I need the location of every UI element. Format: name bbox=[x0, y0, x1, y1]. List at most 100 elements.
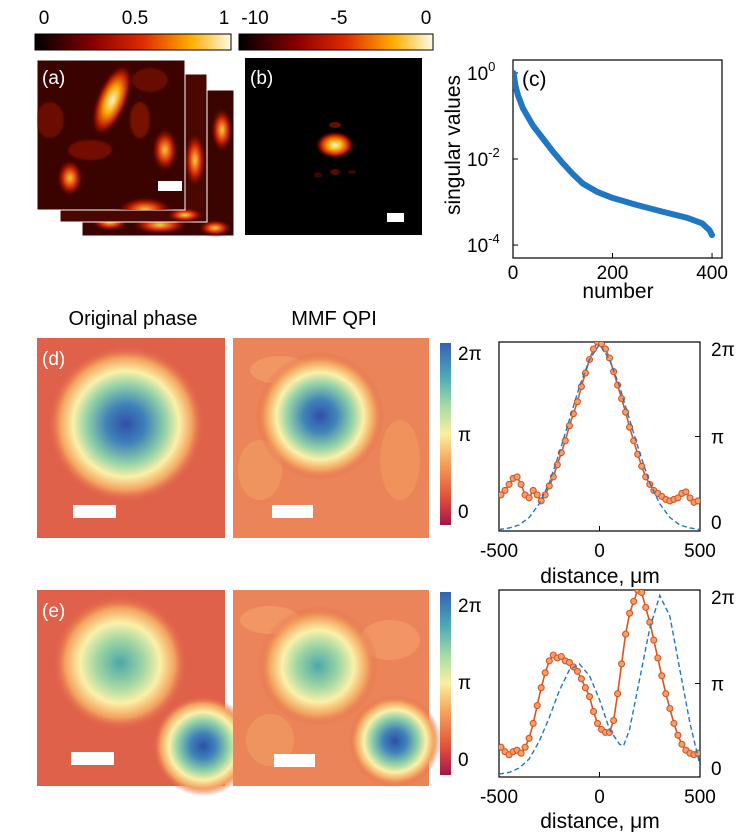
data-point bbox=[529, 486, 537, 494]
phase-colorbar-gradient bbox=[440, 592, 451, 775]
panel-label-d: (d) bbox=[42, 349, 65, 370]
phase-colorbar-d: 2π π 0 bbox=[440, 343, 482, 525]
y-tick-label: 0 bbox=[711, 759, 722, 780]
panel-b: (b) bbox=[245, 58, 422, 235]
y-tick-label: 2π bbox=[711, 340, 735, 361]
row-e: (e) 2π π 0 bbox=[37, 590, 482, 796]
scale-bar bbox=[73, 505, 116, 518]
series-line-original bbox=[499, 343, 700, 531]
x-tick-label: 0 bbox=[594, 541, 605, 562]
data-point bbox=[541, 669, 549, 677]
phase-colorbar-gradient bbox=[440, 343, 451, 525]
phase-tick-pi: π bbox=[458, 425, 471, 446]
data-point bbox=[658, 672, 666, 680]
panel-a: (a) bbox=[36, 59, 235, 237]
x-tick-label: -500 bbox=[480, 787, 518, 808]
y-axis-title: singular values bbox=[442, 75, 465, 215]
data-point bbox=[577, 383, 585, 391]
data-point bbox=[517, 749, 525, 757]
colorbar-a-tick-0: 0 bbox=[39, 8, 50, 29]
data-point bbox=[638, 590, 646, 597]
data-point bbox=[533, 702, 541, 710]
x-tick-label: 500 bbox=[684, 541, 716, 562]
phase-tick-2pi: 2π bbox=[458, 596, 482, 617]
data-point bbox=[581, 684, 589, 692]
data-point bbox=[561, 437, 569, 445]
panel-label-b: (b) bbox=[250, 68, 273, 89]
data-point bbox=[521, 743, 529, 751]
y-tick-label: 100 bbox=[467, 59, 495, 85]
data-point bbox=[501, 486, 509, 494]
x-tick-label: 0 bbox=[508, 263, 519, 284]
x-tick-label: -500 bbox=[480, 541, 518, 562]
speckle-frame-front bbox=[36, 59, 186, 211]
phase-tick-2pi: 2π bbox=[458, 344, 482, 365]
data-point bbox=[517, 480, 525, 488]
panel-label-c: (c) bbox=[522, 68, 547, 91]
phase-colorbar-e: 2π π 0 bbox=[440, 592, 482, 775]
original-phase-d: (d) bbox=[37, 338, 225, 538]
scale-bar bbox=[272, 505, 313, 518]
y-tick-labels-right: 2π π 0 bbox=[711, 588, 735, 780]
x-tick-labels: -500 0 500 bbox=[480, 541, 716, 562]
x-axis-title: distance, μm bbox=[540, 565, 659, 588]
data-point bbox=[533, 491, 541, 499]
data-point bbox=[565, 422, 573, 430]
data-point bbox=[499, 743, 505, 751]
colorbar-a-tick-mid: 0.5 bbox=[122, 8, 148, 29]
y-tick-label: π bbox=[711, 675, 724, 696]
y-tick-label: π bbox=[711, 428, 724, 449]
data-point bbox=[541, 491, 549, 499]
y-tick-label: 2π bbox=[711, 588, 735, 609]
data-point bbox=[549, 473, 557, 481]
column-title-mmf: MMF QPI bbox=[291, 308, 377, 330]
data-point bbox=[573, 667, 581, 675]
data-point bbox=[577, 675, 585, 683]
x-tick-label: 0 bbox=[594, 787, 605, 808]
data-point bbox=[622, 630, 630, 638]
focus-spot bbox=[315, 131, 355, 159]
colorbar-b-gradient bbox=[238, 33, 434, 51]
y-tick-label: 0 bbox=[711, 513, 722, 534]
data-point bbox=[686, 494, 694, 502]
data-point bbox=[593, 719, 602, 727]
x-axis-title: distance, μm bbox=[540, 810, 659, 833]
data-point bbox=[565, 658, 573, 666]
data-point bbox=[650, 636, 658, 644]
data-point bbox=[666, 704, 674, 713]
chart-e: -500 0 500 2π π 0 distance, μm bbox=[480, 588, 735, 833]
data-point bbox=[589, 345, 598, 353]
data-point bbox=[545, 657, 553, 665]
data-point bbox=[674, 731, 682, 739]
x-tick-label: 500 bbox=[684, 787, 716, 808]
phase-tick-0: 0 bbox=[458, 502, 469, 523]
x-tick-label: 200 bbox=[597, 263, 629, 284]
data-point bbox=[630, 597, 638, 605]
data-point bbox=[678, 740, 686, 748]
data-point bbox=[557, 652, 565, 661]
data-point bbox=[614, 690, 622, 698]
data-point bbox=[553, 461, 561, 469]
colorbar-b: -10 -5 0 bbox=[238, 8, 434, 51]
data-point bbox=[674, 494, 682, 502]
mmf-qpi-d bbox=[233, 338, 429, 538]
chart-c: 100 10-2 10-4 0 200 400 (c) number singular … bbox=[442, 59, 728, 303]
data-point bbox=[525, 494, 533, 502]
chart-d: -500 0 500 2π π 0 distance, μm bbox=[480, 340, 735, 588]
data-point bbox=[513, 473, 521, 481]
scale-bar bbox=[274, 754, 315, 767]
panel-label-e: (e) bbox=[42, 601, 65, 622]
y-tick-label: 10-4 bbox=[467, 231, 500, 257]
data-point bbox=[694, 497, 700, 505]
data-point bbox=[670, 719, 678, 727]
data-point bbox=[505, 480, 513, 488]
x-tick-labels: -500 0 500 bbox=[480, 787, 716, 808]
data-point bbox=[618, 660, 626, 668]
colorbar-b-tick-min: -10 bbox=[241, 8, 268, 29]
series-line-singular-values bbox=[513, 70, 715, 239]
series-line-measured bbox=[500, 342, 699, 504]
mmf-qpi-e bbox=[233, 590, 441, 787]
y-tick-labels: 100 10-2 10-4 bbox=[467, 59, 500, 257]
phase-tick-pi: π bbox=[458, 673, 471, 694]
